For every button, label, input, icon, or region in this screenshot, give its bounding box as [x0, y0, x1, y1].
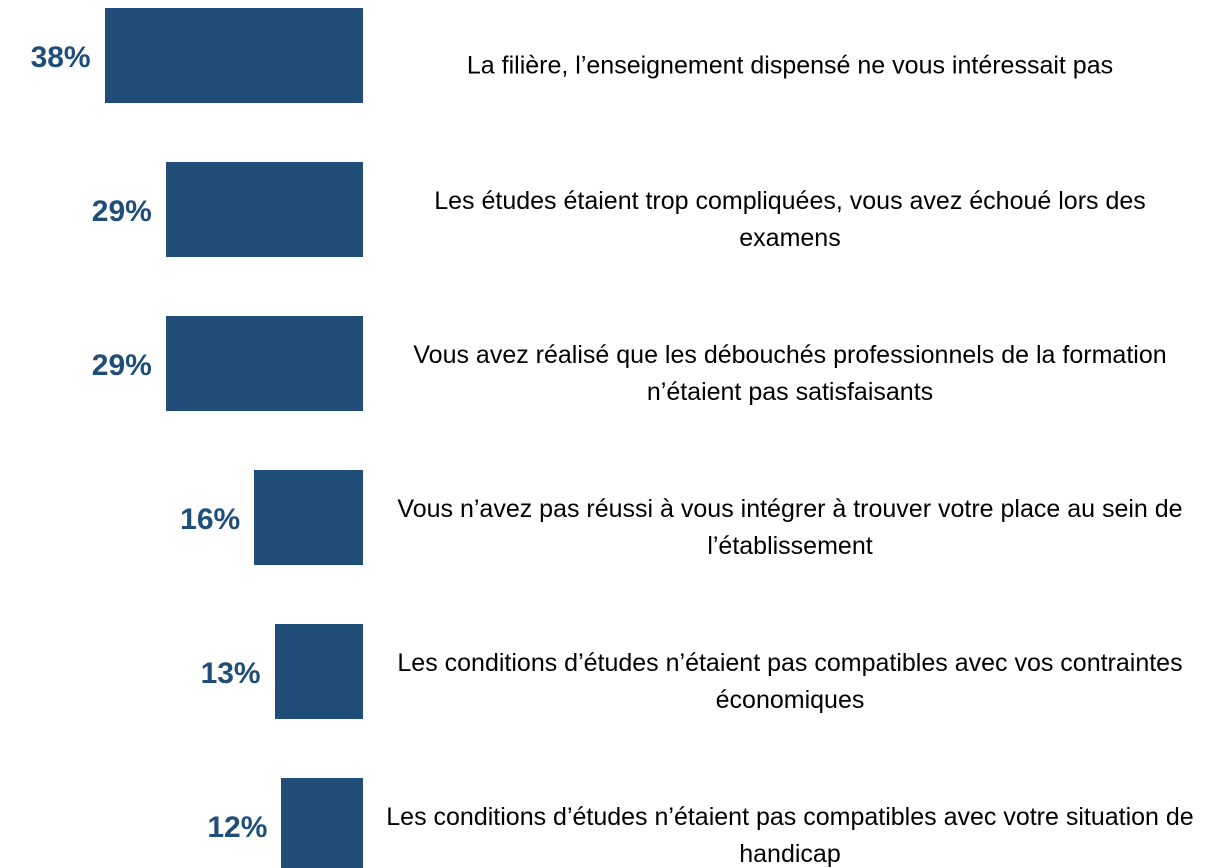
value-label: 38% — [30, 40, 91, 74]
category-label: Les conditions d’études n’étaient pas co… — [386, 802, 1194, 868]
category-label: Les études étaient trop compliquées, vou… — [434, 186, 1146, 252]
value-label: 13% — [200, 656, 261, 690]
bar — [165, 162, 363, 257]
value-label: 12% — [207, 810, 268, 844]
category-label: Vous n’avez pas réussi à vous intégrer à… — [397, 494, 1183, 560]
bar — [254, 470, 363, 565]
value-label: 16% — [180, 502, 241, 536]
bar — [165, 316, 363, 411]
bar — [104, 8, 363, 103]
value-label: 29% — [91, 194, 152, 228]
value-label: 29% — [91, 348, 152, 382]
category-label: La filière, l’enseignement dispensé ne v… — [466, 51, 1114, 79]
bar — [274, 624, 363, 719]
category-label: Les conditions d’études n’étaient pas co… — [397, 648, 1183, 714]
category-label: Vous avez réalisé que les débouchés prof… — [413, 340, 1167, 406]
bar — [281, 778, 363, 868]
